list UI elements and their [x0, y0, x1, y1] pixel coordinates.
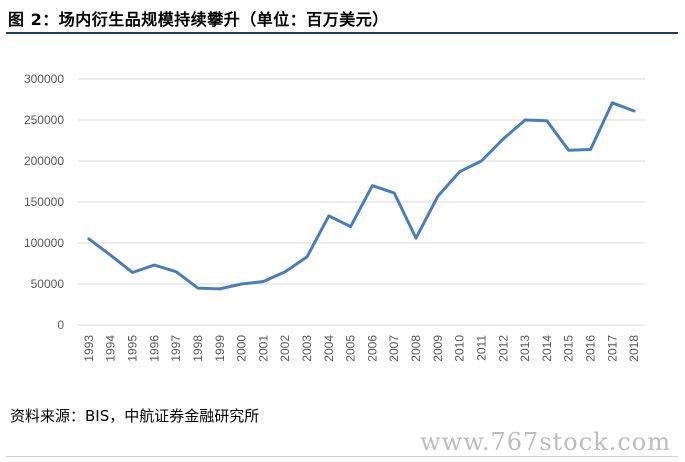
series-line [87, 101, 636, 291]
y-tick-label: 250000 [24, 113, 64, 127]
x-axis-ticks: 1993 1994 1995 1996 1997 1998 1999 2000 2001 2002… [82, 335, 641, 362]
y-tick-label: 100000 [24, 236, 64, 250]
y-tick-label: 300000 [24, 72, 64, 86]
y-axis-ticks: 0 50000 100000 150000 200000 250000 300000 [24, 72, 64, 332]
x-tick-label: 2008 [409, 335, 423, 362]
x-tick-label: 2006 [365, 335, 379, 362]
x-tick-label: 2017 [605, 335, 619, 362]
source-note: 资料来源：BIS，中航证券金融研究所 [10, 407, 260, 425]
x-tick-label: 1998 [191, 335, 205, 362]
x-tick-label: 1999 [213, 335, 227, 362]
x-tick-label: 2002 [278, 335, 292, 362]
watermark: www.767stock.com [420, 428, 671, 456]
x-tick-label: 2009 [431, 335, 445, 362]
x-tick-label: 1997 [169, 335, 183, 362]
x-tick-label: 1996 [147, 335, 161, 362]
x-tick-label: 2010 [453, 335, 467, 362]
x-tick-label: 1995 [126, 335, 140, 362]
x-tick-label: 2001 [256, 335, 270, 362]
x-tick-label: 2013 [518, 335, 532, 362]
x-tick-label: 2012 [496, 335, 510, 362]
x-tick-label: 2018 [627, 335, 641, 362]
x-tick-label: 2014 [540, 335, 554, 362]
x-tick-label: 2000 [235, 335, 249, 362]
x-tick-label: 2011 [474, 335, 488, 361]
title-rule [6, 32, 678, 34]
x-tick-label: 2004 [322, 335, 336, 362]
x-tick-label: 2007 [387, 335, 401, 362]
figure-title: 图 2：场内衍生品规模持续攀升（单位：百万美元） [8, 10, 389, 29]
y-tick-label: 150000 [24, 195, 64, 209]
x-tick-label: 2003 [300, 335, 314, 362]
bottom-rule [6, 456, 678, 457]
grid-lines [78, 78, 645, 326]
line-chart: 0 50000 100000 150000 200000 250000 300000 199… [24, 72, 645, 362]
x-tick-label: 2005 [344, 335, 358, 362]
y-tick-label: 200000 [24, 154, 64, 168]
y-tick-label: 0 [57, 318, 64, 332]
x-tick-label: 1993 [82, 335, 96, 362]
x-tick-label: 1994 [104, 335, 118, 362]
x-tick-label: 2016 [583, 335, 597, 362]
x-tick-label: 2015 [562, 335, 576, 362]
y-tick-label: 50000 [31, 277, 65, 291]
